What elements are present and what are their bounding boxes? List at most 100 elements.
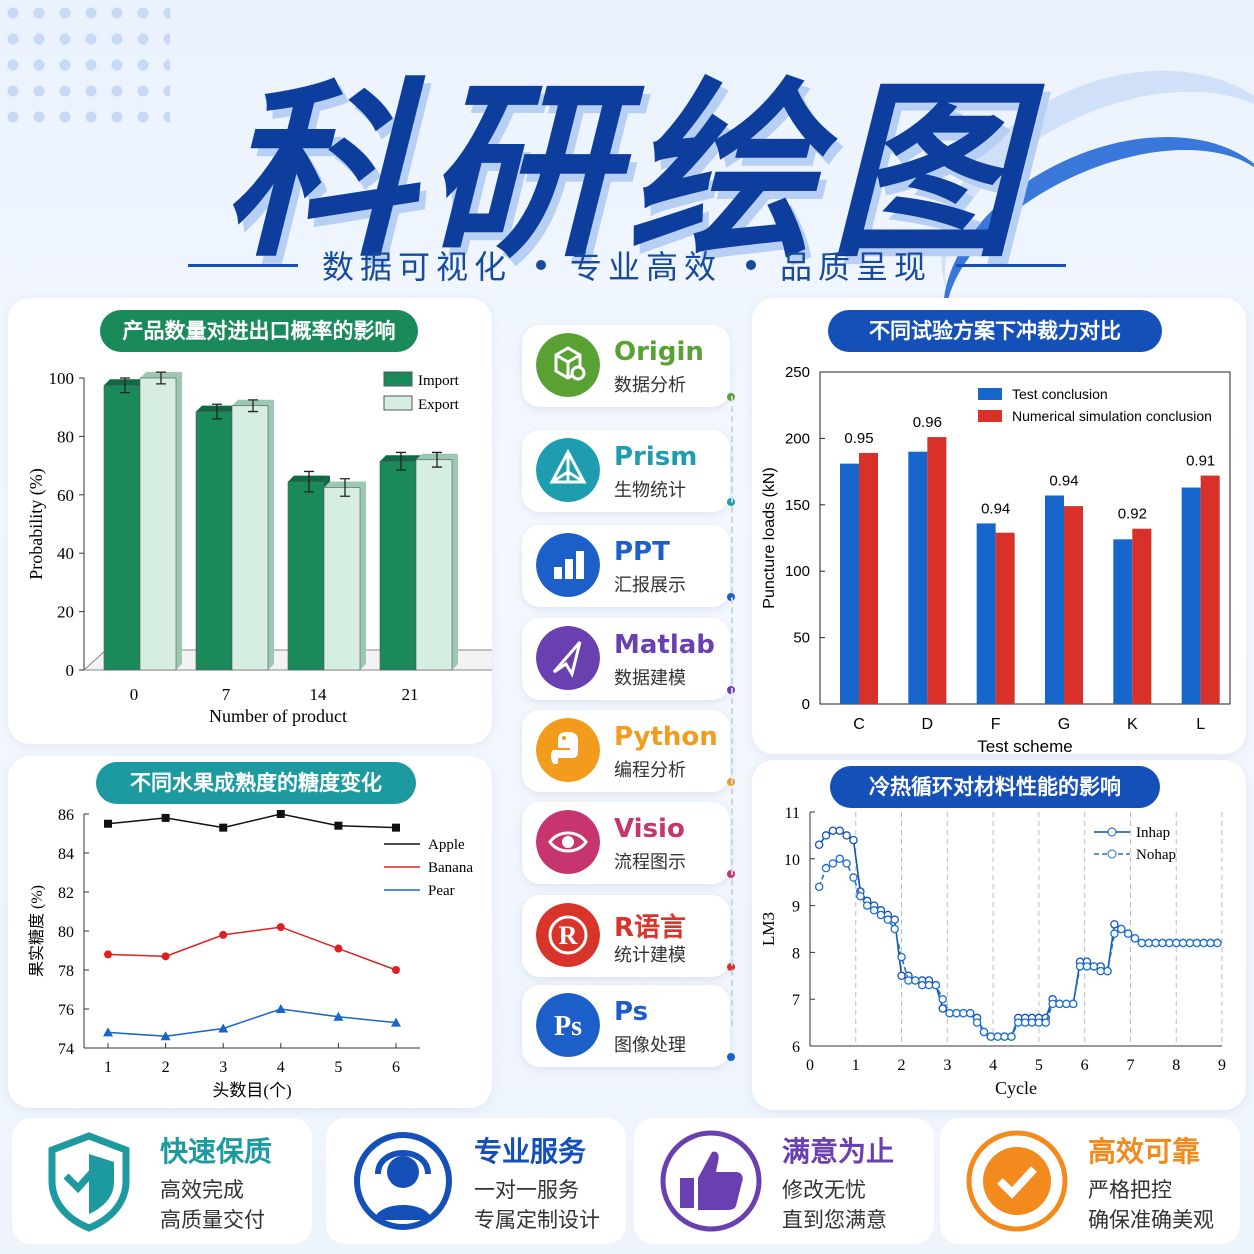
point-nohap	[1007, 1032, 1016, 1041]
point-apple	[334, 821, 343, 830]
point-banana	[334, 944, 343, 953]
legend-swatch	[978, 388, 1002, 400]
point-nohap	[1082, 962, 1092, 971]
point-inhap	[897, 971, 906, 981]
point-inhap	[890, 915, 899, 924]
y-tick-label: 10	[784, 852, 800, 869]
check-badge-icon	[966, 1130, 1068, 1232]
legend-label: Import	[418, 373, 460, 389]
y-tick-label: 9	[792, 899, 800, 916]
bar-test	[1113, 539, 1133, 704]
shield-check-icon	[48, 1132, 130, 1232]
y-tick-label: 11	[785, 805, 800, 822]
x-tick-label: 21	[402, 685, 419, 704]
data-label: 0.96	[913, 414, 942, 431]
x-tick-label: 2	[898, 1057, 906, 1074]
point-nohap	[862, 901, 872, 910]
bar-export	[139, 377, 177, 671]
x-tick-label: 7	[222, 685, 231, 704]
tool-card-ppt[interactable]: PPT 汇报展示	[522, 525, 730, 607]
y-tick-label: 200	[785, 430, 810, 447]
x-tick-label: 8	[1172, 1057, 1180, 1074]
bar-import	[287, 481, 325, 671]
point-inhap	[1110, 920, 1119, 929]
tagline-3: 品质呈现	[780, 248, 933, 286]
y-tick-label: 50	[793, 630, 810, 647]
point-nohap	[993, 1032, 1002, 1041]
point-inhap	[849, 835, 858, 845]
registered-icon: R	[536, 903, 600, 967]
tool-card-ps[interactable]: Ps Ps 图像处理	[522, 985, 730, 1067]
point-nohap	[917, 980, 927, 990]
tool-card-matlab[interactable]: Matlab 数据建模	[522, 618, 730, 700]
tagline-1: 数据可视化	[321, 248, 512, 286]
legend-label: Nohap	[1136, 847, 1176, 863]
feature-card: 快速保质 高效完成 高质量交付	[12, 1118, 312, 1244]
point-apple	[392, 823, 400, 832]
y-axis-label: Puncture loads (kN)	[761, 467, 778, 608]
point-banana	[104, 950, 112, 959]
x-axis-label: Number of product	[209, 706, 347, 726]
panel-title: 产品数量对进出口概率的影响	[100, 310, 418, 352]
feature-line-2: 专属定制设计	[474, 1208, 600, 1232]
legend-marker	[1107, 849, 1117, 859]
feature-title: 满意为止	[782, 1135, 895, 1168]
x-tick-label: C	[853, 716, 865, 733]
point-nohap	[904, 976, 913, 985]
tool-card-prism[interactable]: Prism 生物统计	[522, 430, 730, 512]
bar-simulation	[927, 437, 947, 704]
bar-simulation	[1200, 475, 1220, 704]
chart-card-fruit-sugar: 不同水果成熟度的糖度变化 74 76 78 80 82 84 86 1 2 3 4 5 6 Apple Ba…	[8, 756, 492, 1108]
point-nohap	[945, 1008, 954, 1018]
feature-line-2: 确保准确美观	[1088, 1208, 1214, 1232]
y-tick-label: 60	[57, 486, 74, 505]
panel-title: 冷热循环对材料性能的影响	[830, 766, 1160, 808]
point-nohap	[869, 906, 879, 915]
point-nohap	[1206, 938, 1215, 948]
point-nohap	[965, 1008, 975, 1018]
point-nohap	[1020, 1018, 1030, 1027]
x-tick-label: 1	[104, 1059, 112, 1076]
feature-line-1: 修改无忧	[782, 1178, 866, 1202]
point-nohap	[856, 891, 865, 901]
tool-card-origin[interactable]: Origin 数据分析	[522, 325, 730, 407]
bar-test	[976, 523, 996, 704]
x-tick-label: 0	[806, 1057, 814, 1074]
bar-import	[103, 384, 141, 671]
tool-name: Prism	[614, 442, 698, 472]
x-tick-label: 5	[334, 1059, 342, 1076]
panel-title: 不同试验方案下冲裁力对比	[828, 310, 1162, 352]
y-tick-label: 7	[792, 992, 800, 1009]
y-tick-label: 82	[58, 885, 74, 902]
bar-side	[452, 453, 458, 670]
x-tick-label: 6	[392, 1059, 400, 1076]
legend-swatch	[978, 410, 1002, 422]
point-apple	[104, 819, 112, 828]
bar-export	[231, 405, 269, 671]
tool-card-r[interactable]: R R语言 统计建模	[522, 895, 730, 977]
tool-name: R语言	[614, 913, 687, 943]
y-tick-label: 8	[792, 945, 800, 962]
point-pear	[218, 1023, 229, 1033]
panel-title: 不同水果成熟度的糖度变化	[96, 762, 416, 804]
bar-test	[1045, 495, 1064, 704]
point-nohap	[842, 859, 851, 868]
y-tick-label: 150	[785, 497, 810, 514]
y-axis-label: 果实糖度 (%)	[28, 885, 46, 977]
point-nohap	[814, 882, 824, 892]
x-tick-label: 2	[162, 1059, 170, 1076]
tool-name: Origin	[614, 337, 704, 367]
legend-label: Apple	[428, 837, 465, 853]
tool-name: Visio	[614, 814, 685, 844]
point-nohap	[890, 924, 899, 934]
bar-export	[323, 487, 361, 671]
point-nohap	[821, 863, 831, 873]
point-nohap	[1027, 1018, 1037, 1027]
legend-label: Numerical simulation conclusion	[1012, 408, 1212, 424]
point-nohap	[1130, 934, 1140, 943]
point-banana	[219, 930, 228, 939]
error-bar	[304, 470, 314, 493]
tool-card-python[interactable]: Python 编程分析	[522, 710, 730, 792]
tool-card-visio[interactable]: Visio 流程图示	[522, 802, 730, 884]
y-tick-label: 20	[57, 603, 74, 622]
